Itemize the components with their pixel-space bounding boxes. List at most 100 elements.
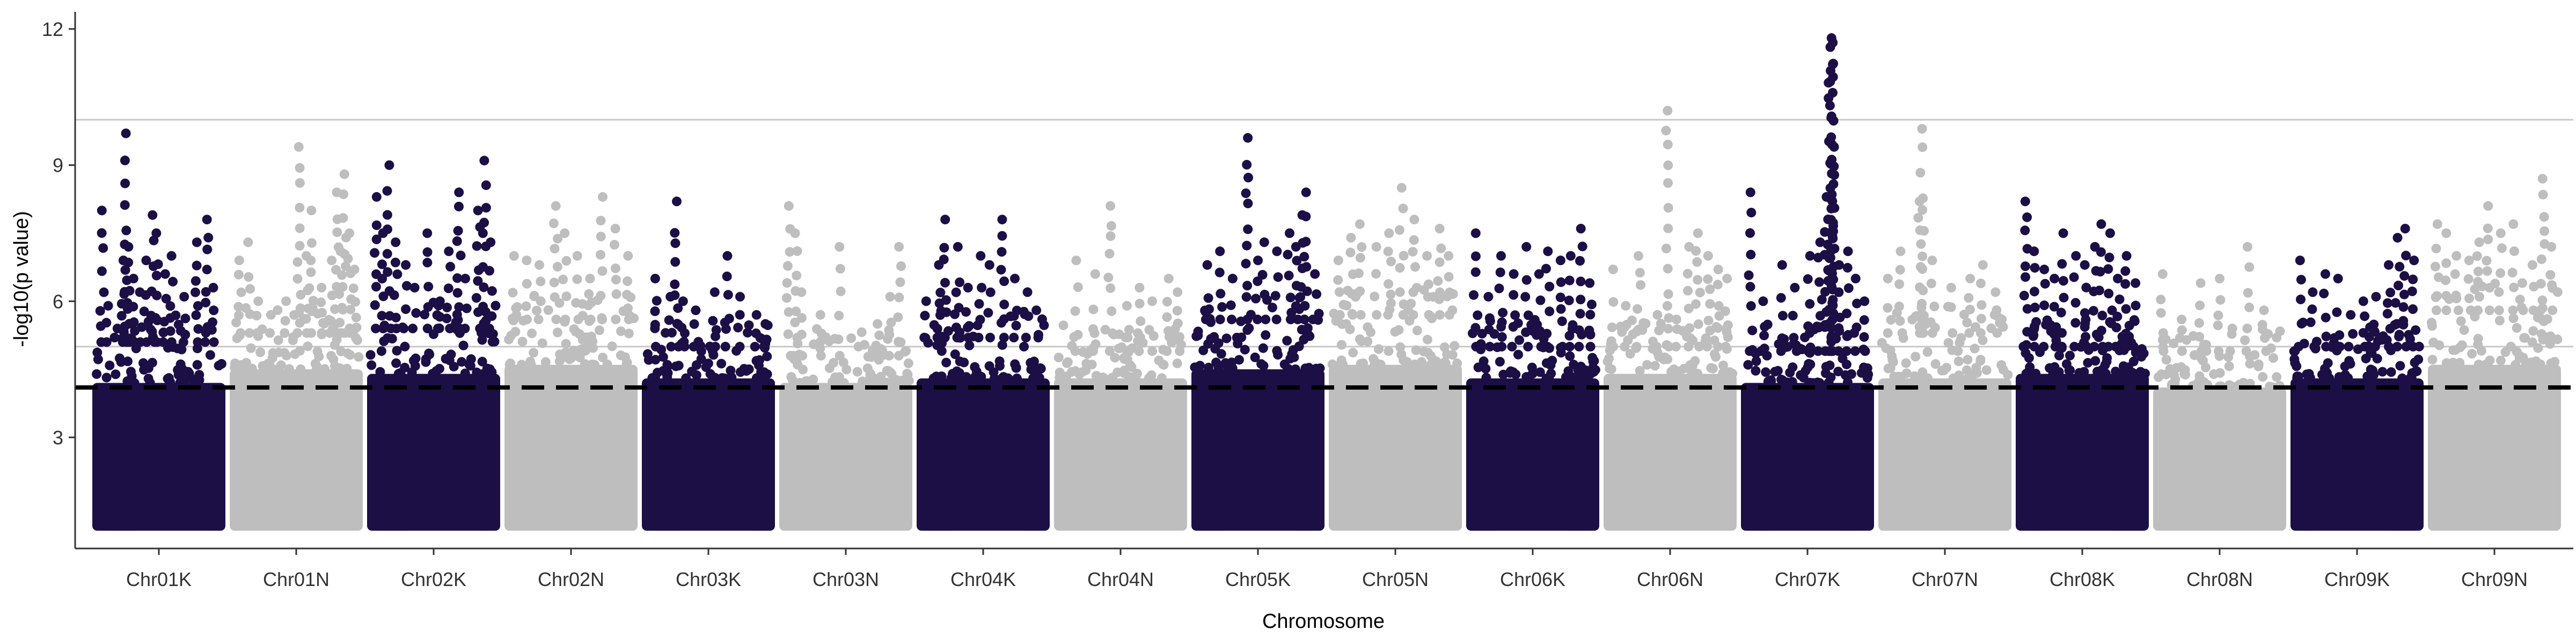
- point: [1978, 335, 1988, 346]
- point: [265, 328, 275, 338]
- point: [2161, 355, 2171, 365]
- point: [901, 346, 911, 356]
- peak-point: [148, 210, 158, 220]
- point: [1635, 268, 1645, 278]
- point: [424, 348, 434, 358]
- point: [1523, 341, 1533, 352]
- peak-point: [1333, 255, 1343, 266]
- peak-point: [1815, 237, 1825, 247]
- point: [577, 334, 588, 345]
- point: [268, 348, 278, 358]
- point: [1167, 338, 1177, 348]
- point: [1843, 330, 1853, 340]
- point: [142, 363, 152, 373]
- point: [1510, 310, 1520, 320]
- series-chr08k: [2016, 196, 2150, 531]
- point: [2057, 328, 2067, 338]
- peak-point: [1272, 246, 1282, 257]
- point: [105, 360, 115, 370]
- x-axis-title: Chromosome: [1262, 610, 1385, 633]
- point: [2411, 325, 2421, 335]
- point: [743, 327, 752, 338]
- peak-point: [1435, 224, 1445, 233]
- point: [1705, 284, 1715, 294]
- point: [2518, 305, 2528, 316]
- point: [2394, 330, 2404, 340]
- peak-point: [751, 310, 762, 320]
- point: [2095, 267, 2105, 277]
- point: [393, 369, 404, 379]
- point: [191, 287, 200, 297]
- peak-point: [1259, 237, 1269, 247]
- point: [1290, 364, 1300, 374]
- peak-point: [151, 228, 162, 238]
- point: [2074, 368, 2084, 378]
- point: [670, 279, 680, 289]
- point: [1162, 297, 1172, 307]
- point: [999, 276, 1009, 287]
- point: [1470, 323, 1481, 333]
- point: [1568, 320, 1578, 330]
- point: [123, 356, 133, 367]
- point: [558, 274, 568, 284]
- point: [1338, 299, 1349, 310]
- point: [1452, 358, 1462, 368]
- point: [997, 247, 1007, 257]
- peak-point: [2392, 233, 2403, 243]
- peak-point: [1534, 269, 1544, 279]
- peak-point: [650, 274, 660, 284]
- dense-points-chr02n: [504, 364, 638, 531]
- point: [1829, 162, 1839, 171]
- point: [1242, 240, 1252, 251]
- point: [955, 277, 965, 287]
- point: [990, 374, 999, 383]
- peak-point: [1253, 255, 1263, 266]
- point: [1374, 344, 1384, 354]
- point: [607, 341, 617, 352]
- point: [2399, 289, 2409, 299]
- point: [689, 341, 699, 352]
- point: [1745, 346, 1755, 356]
- point: [2431, 292, 2441, 302]
- point: [2485, 283, 2494, 293]
- series-chr09n: [2427, 174, 2563, 531]
- x-tick-label-chr05n: Chr05N: [1362, 568, 1429, 590]
- point: [2244, 302, 2255, 312]
- point: [1840, 370, 1850, 380]
- peak-point: [371, 192, 382, 202]
- point: [2428, 338, 2439, 347]
- point: [2021, 272, 2030, 282]
- peak-point: [422, 228, 433, 238]
- point: [2431, 305, 2441, 316]
- point: [1283, 250, 1293, 260]
- point: [2410, 367, 2420, 377]
- point: [193, 301, 203, 311]
- point: [999, 372, 1009, 382]
- point: [401, 304, 411, 314]
- point: [153, 259, 163, 269]
- point: [2542, 314, 2552, 324]
- point: [477, 356, 487, 367]
- point: [371, 235, 382, 244]
- point: [2323, 358, 2333, 368]
- point: [1119, 368, 1129, 378]
- point: [596, 291, 606, 301]
- point: [1576, 295, 1586, 305]
- point: [1513, 349, 1523, 360]
- point: [1241, 188, 1251, 199]
- point: [1965, 304, 1975, 314]
- point: [540, 357, 551, 367]
- peak-point: [2196, 278, 2206, 288]
- point: [371, 324, 380, 334]
- point: [1694, 341, 1704, 352]
- point: [1357, 242, 1367, 252]
- point: [2448, 358, 2458, 369]
- point: [1654, 325, 1664, 335]
- point: [1888, 357, 1898, 367]
- point: [796, 313, 807, 323]
- point: [1895, 316, 1905, 326]
- point: [390, 258, 400, 268]
- point: [1998, 364, 2008, 375]
- point: [2030, 263, 2040, 273]
- point: [1135, 298, 1145, 309]
